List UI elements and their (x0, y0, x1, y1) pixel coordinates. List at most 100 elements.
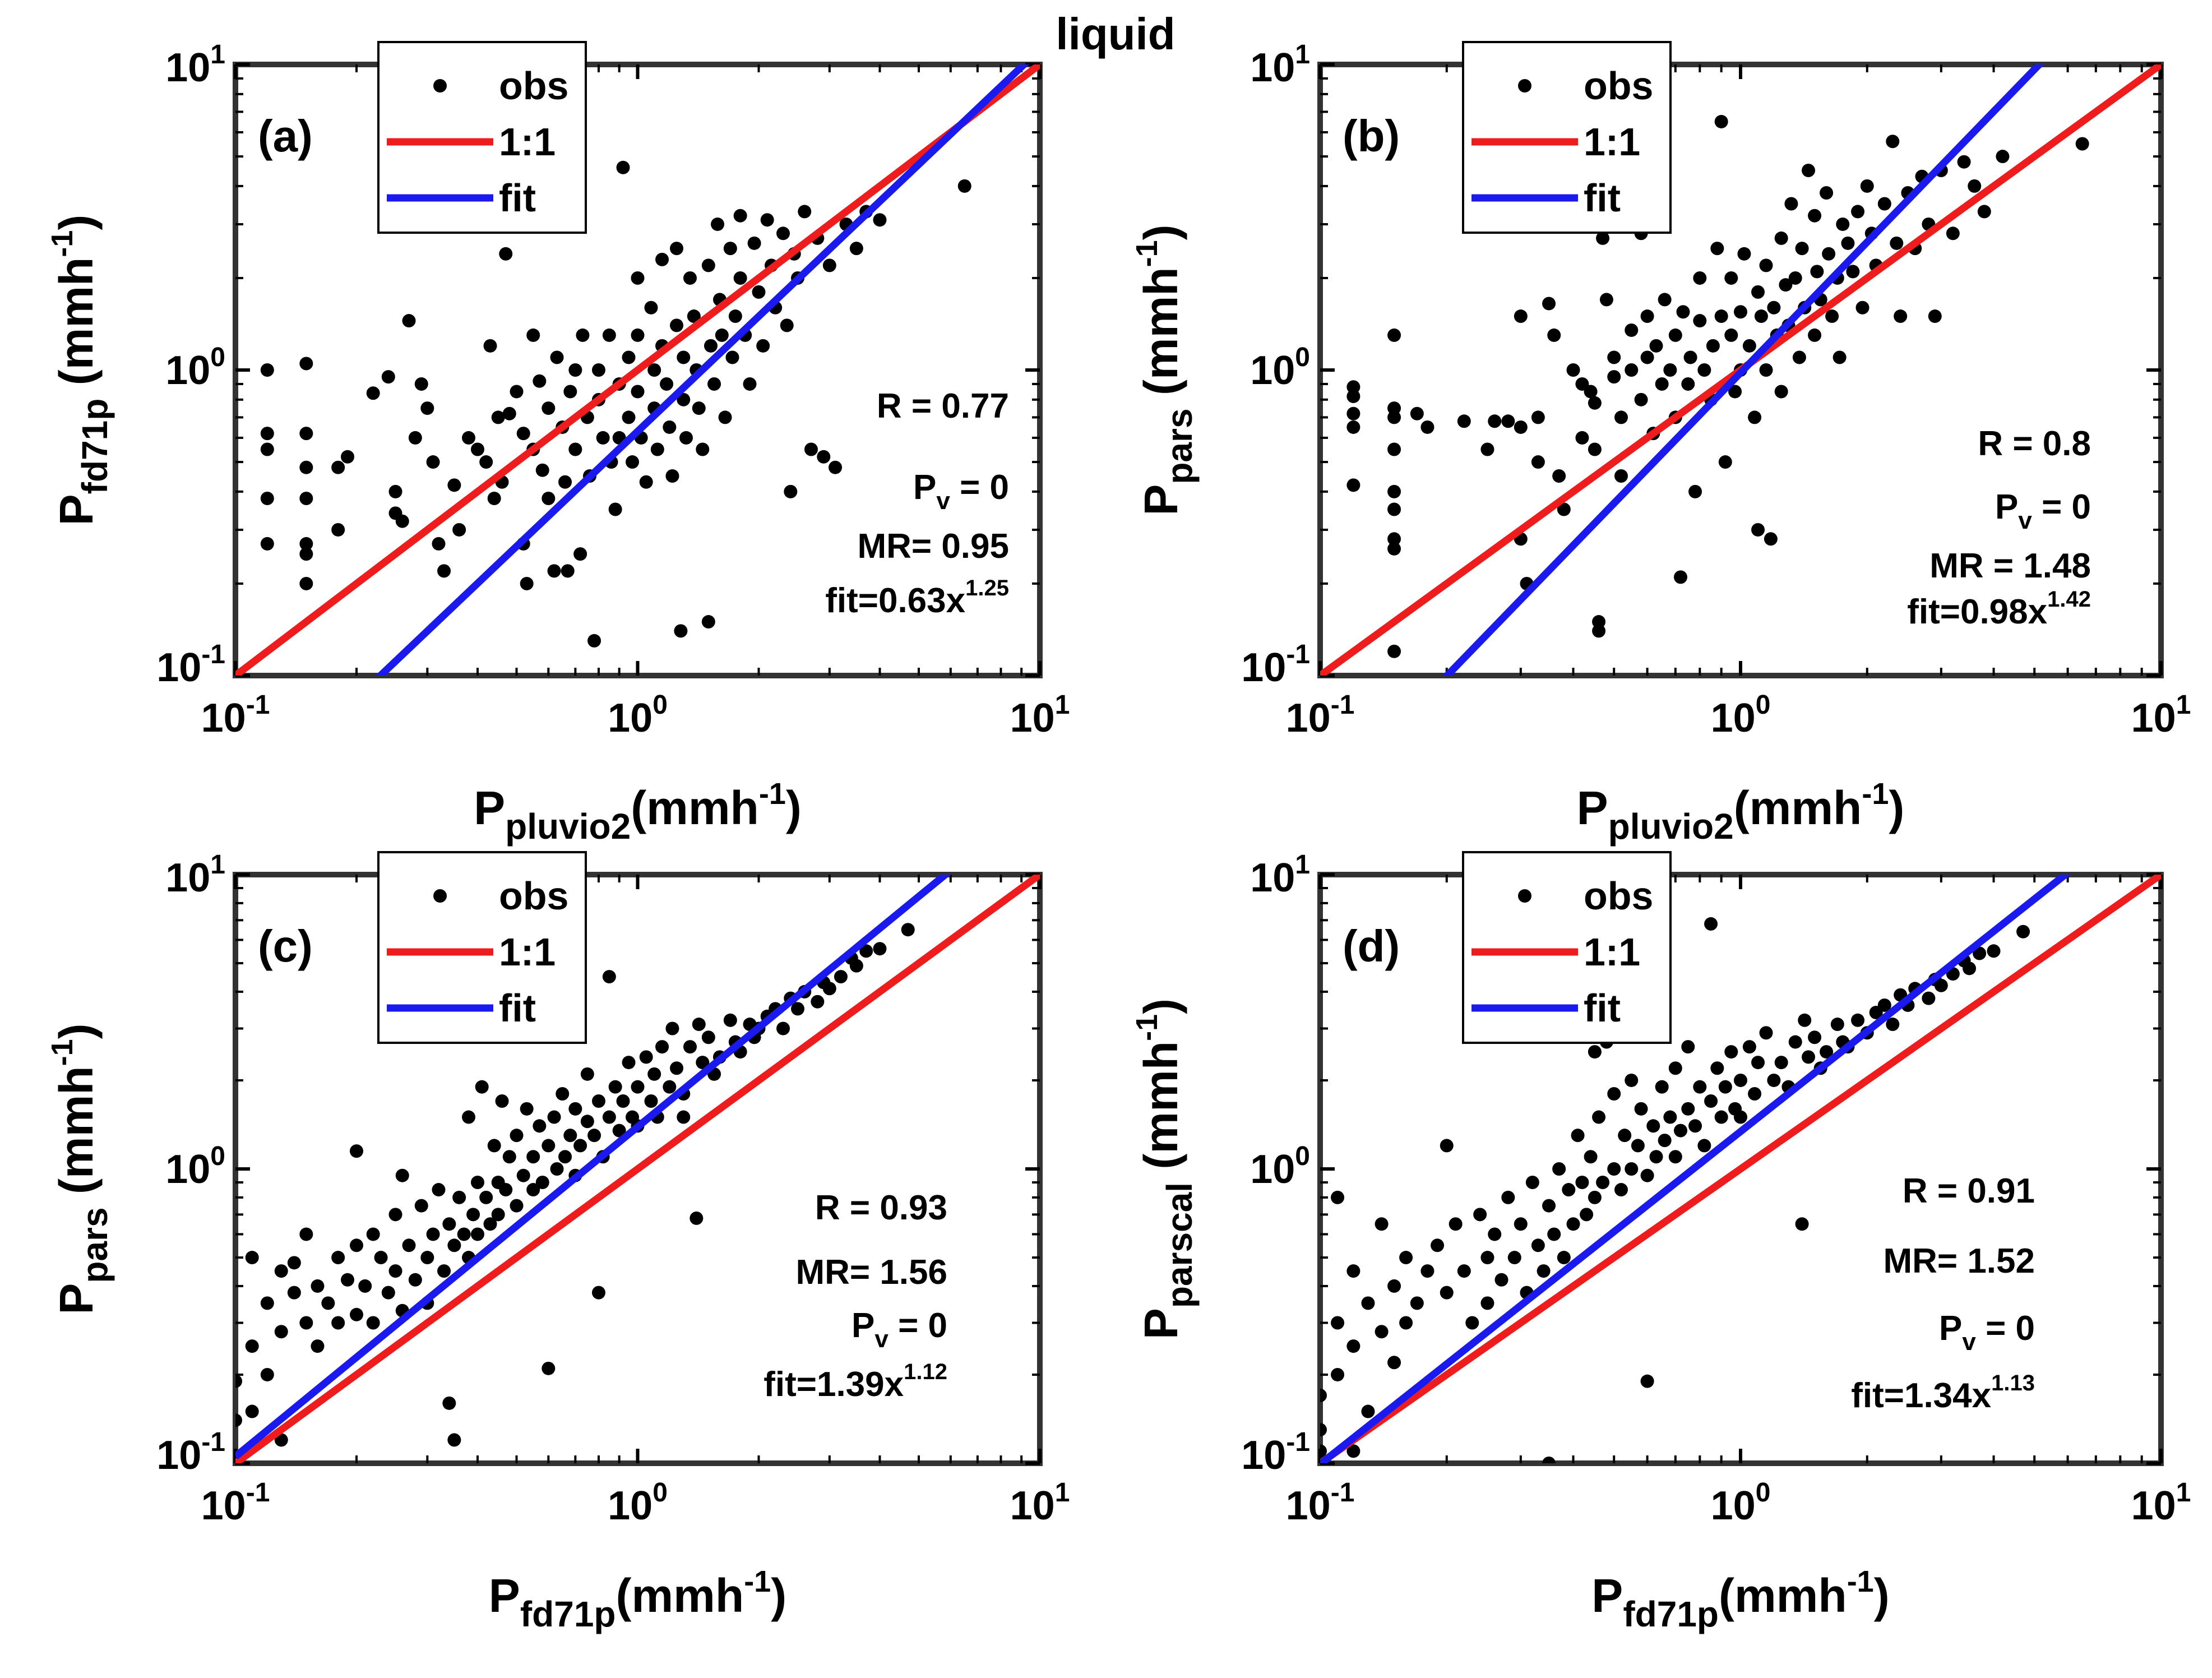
obs-point (558, 1150, 572, 1164)
obs-point (1788, 271, 1802, 285)
tick-exponent: 0 (210, 1141, 225, 1171)
obs-point (1734, 305, 1747, 319)
obs-point (1346, 1444, 1360, 1458)
obs-point (1784, 197, 1798, 211)
obs-point (547, 564, 561, 578)
panel-label: (a) (258, 111, 313, 161)
obs-point (1751, 523, 1765, 537)
obs-point (756, 339, 770, 353)
obs-point (696, 442, 710, 456)
legend-fit-label: fit (499, 176, 536, 220)
obs-point (1480, 1251, 1494, 1265)
obs-point (1668, 328, 1682, 342)
obs-point (402, 1238, 416, 1252)
obs-point (647, 1067, 661, 1081)
tick-base: 10 (2131, 1483, 2176, 1528)
obs-point (1841, 236, 1855, 250)
obs-point (1922, 991, 1936, 1005)
axis-main: P (1135, 1308, 1187, 1339)
obs-point (483, 1217, 497, 1231)
obs-point (1963, 962, 1977, 976)
obs-point (1346, 1264, 1360, 1278)
obs-point (466, 1208, 480, 1222)
obs-point (1531, 410, 1545, 424)
legend-obs-marker (433, 889, 447, 903)
axis-main: P (1591, 1569, 1623, 1622)
obs-point (1607, 1087, 1621, 1101)
x-tick-label: 100 (1711, 690, 1771, 741)
obs-point (358, 1279, 372, 1293)
stat-main: fit=1.34x (1851, 1376, 1991, 1415)
obs-point (1774, 231, 1788, 245)
fit-line (1442, 64, 2044, 676)
fit-line (235, 875, 951, 1459)
axis-main: P (1577, 782, 1608, 834)
obs-point (608, 1080, 622, 1094)
axis-unit: (mmh (50, 1066, 103, 1207)
tick-base: 10 (165, 1147, 210, 1192)
obs-point (1663, 363, 1677, 377)
stat-text: MR= 0.95 (857, 527, 1009, 566)
obs-point (432, 1183, 446, 1197)
obs-point (542, 492, 556, 506)
obs-point (687, 309, 701, 323)
x-tick-label: 10-1 (1286, 1478, 1355, 1528)
obs-point (381, 370, 395, 384)
obs-point (311, 1339, 325, 1353)
axis-sub: fd71p (75, 399, 115, 494)
axis-unit-sup: -1 (1130, 1014, 1164, 1041)
obs-point (791, 1002, 805, 1016)
obs-point (670, 1061, 684, 1075)
stat-annotation: fit=0.98x1.42 (1907, 587, 2091, 631)
stat-sup: 1.12 (904, 1360, 947, 1384)
obs-point (274, 1325, 288, 1339)
obs-point (1557, 1251, 1571, 1265)
obs-point (1346, 389, 1360, 403)
obs-point (561, 564, 575, 578)
obs-point (677, 1110, 691, 1124)
one-to-one-line (235, 64, 1040, 676)
stat-annotation: fit=0.63x1.25 (825, 576, 1009, 620)
obs-point (1320, 1389, 1327, 1403)
tick-exponent: -1 (1331, 1478, 1355, 1508)
y-tick-label: 101 (1250, 850, 1310, 900)
tick-exponent: 1 (1295, 40, 1310, 70)
obs-point (374, 1251, 388, 1265)
obs-point (626, 455, 640, 469)
major-tick (235, 64, 1040, 676)
stat-main: fit=1.39x (763, 1365, 904, 1404)
obs-point (475, 1080, 489, 1094)
tick-exponent: 1 (2176, 690, 2191, 720)
axis-close: ) (1889, 782, 1904, 834)
obs-point (331, 1251, 345, 1265)
axis-close: ) (1135, 999, 1187, 1014)
obs-point (1724, 1045, 1738, 1059)
obs-point (260, 1367, 274, 1381)
obs-point (1855, 301, 1869, 315)
obs-point (487, 1139, 501, 1153)
obs-point (1625, 1073, 1639, 1087)
obs-point (1346, 380, 1360, 394)
tick-exponent: 0 (653, 690, 668, 720)
obs-point (1488, 1227, 1502, 1241)
y-tick-label: 100 (1250, 343, 1310, 393)
obs-point (1640, 309, 1654, 323)
stat-annotation: R = 0.93 (815, 1189, 947, 1227)
obs-point (1375, 1325, 1389, 1339)
obs-point (1742, 339, 1756, 353)
obs-point (1774, 385, 1788, 399)
legend-obs-label: obs (499, 64, 568, 108)
obs-point (260, 492, 274, 506)
obs-point (587, 634, 601, 648)
obs-point (457, 1227, 471, 1241)
obs-point (447, 478, 461, 492)
obs-point (526, 1183, 540, 1197)
tick-exponent: -1 (246, 1478, 270, 1508)
stat-text: R = 0.93 (815, 1189, 947, 1227)
obs-point (1387, 532, 1401, 546)
obs-point (479, 1190, 493, 1204)
obs-point (1531, 1238, 1545, 1252)
